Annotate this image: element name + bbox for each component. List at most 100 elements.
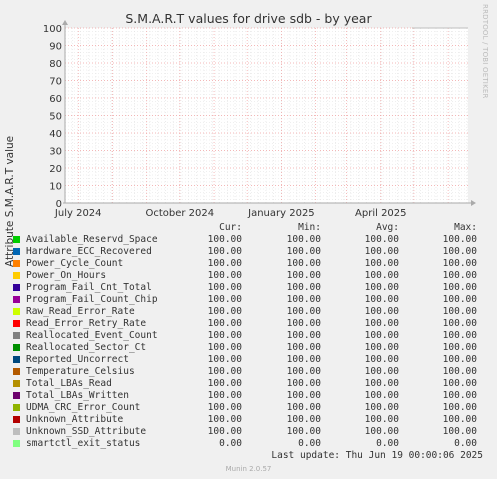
legend-swatch [13, 284, 20, 291]
legend-value-min: 0.00 [298, 438, 321, 449]
chart-plot-svg: 0 10 20 30 40 50 60 70 80 90 100 July 2024 October 2… [43, 20, 476, 219]
legend-value-min: 100.00 [286, 378, 321, 389]
legend-value-cur: 100.00 [207, 318, 242, 329]
y-axis-arrow [62, 20, 68, 25]
last-update-text: Last update: Thu Jun 19 00:00:06 2025 [271, 450, 483, 461]
legend-row: Unknown_Attribute 100.00 100.00 100.00 100.0… [0, 414, 497, 426]
legend-label: Program_Fail_Count_Chip [26, 294, 158, 305]
legend-value-avg: 100.00 [364, 294, 399, 305]
legend-label: Power_On_Hours [26, 270, 107, 281]
x-tick-label: October 2024 [145, 208, 214, 219]
y-tick-label: 10 [49, 182, 62, 193]
legend-value-max: 100.00 [442, 246, 477, 257]
y-tick-label: 90 [49, 42, 62, 53]
legend-label: Read_Error_Retry_Rate [26, 318, 147, 329]
legend-row: Temperature_Celsius 100.00 100.00 100.00 100… [0, 366, 497, 378]
legend-swatch [13, 404, 20, 411]
y-tick-label: 0 [56, 199, 62, 210]
legend-row: Total_LBAs_Written 100.00 100.00 100.00 100.… [0, 390, 497, 402]
legend-swatch [13, 236, 20, 243]
y-tick-label: 70 [49, 77, 62, 88]
y-tick-label: 20 [49, 164, 62, 175]
legend-value-max: 100.00 [442, 258, 477, 269]
legend-label: Reported_Uncorrect [26, 354, 129, 365]
legend-value-avg: 100.00 [364, 342, 399, 353]
legend-header-min: Min: [298, 222, 321, 233]
legend-value-min: 100.00 [286, 294, 321, 305]
legend-swatch [13, 320, 20, 327]
legend-value-avg: 100.00 [364, 366, 399, 377]
y-tick-label: 100 [43, 24, 62, 35]
legend-value-min: 100.00 [286, 366, 321, 377]
legend-label: Power_Cycle_Count [26, 258, 124, 269]
legend-label: Total_LBAs_Read [26, 378, 112, 389]
legend-row: Program_Fail_Cnt_Total 100.00 100.00 100.00… [0, 282, 497, 294]
legend-value-max: 100.00 [442, 378, 477, 389]
legend-row: Reallocated_Event_Count 100.00 100.00 100.0… [0, 330, 497, 342]
x-tick-label: July 2024 [54, 208, 102, 219]
legend-value-avg: 100.00 [364, 414, 399, 425]
legend-value-max: 0.00 [454, 438, 477, 449]
legend-value-cur: 100.00 [207, 414, 242, 425]
legend-value-cur: 100.00 [207, 330, 242, 341]
legend-row: Power_Cycle_Count 100.00 100.00 100.00 100.0… [0, 258, 497, 270]
legend-row: Program_Fail_Count_Chip 100.00 100.00 100.0… [0, 294, 497, 306]
legend-value-cur: 100.00 [207, 306, 242, 317]
legend-value-cur: 100.00 [207, 258, 242, 269]
legend-swatch [13, 248, 20, 255]
legend-swatch [13, 260, 20, 267]
legend-header-max: Max: [454, 222, 477, 233]
legend-swatch [13, 272, 20, 279]
legend-row: UDMA_CRC_Error_Count 100.00 100.00 100.00 10… [0, 402, 497, 414]
legend-label: Temperature_Celsius [26, 366, 135, 377]
legend-value-avg: 100.00 [364, 426, 399, 437]
y-tick-label: 50 [49, 112, 62, 123]
legend-row: Read_Error_Retry_Rate 100.00 100.00 100.00 1… [0, 318, 497, 330]
legend-value-min: 100.00 [286, 402, 321, 413]
legend-swatch [13, 332, 20, 339]
legend-value-max: 100.00 [442, 354, 477, 365]
legend-value-cur: 100.00 [207, 354, 242, 365]
legend-value-min: 100.00 [286, 330, 321, 341]
legend-label: Unknown_Attribute [26, 414, 124, 425]
chart-title: S.M.A.R.T values for drive sdb - by year [125, 11, 372, 26]
legend-value-max: 100.00 [442, 234, 477, 245]
legend-row: Reported_Uncorrect 100.00 100.00 100.00 100.… [0, 354, 497, 366]
x-tick-label: April 2025 [355, 208, 406, 219]
legend-value-avg: 100.00 [364, 354, 399, 365]
legend-value-min: 100.00 [286, 282, 321, 293]
legend-value-avg: 100.00 [364, 306, 399, 317]
y-tick-label: 40 [49, 129, 62, 140]
legend-value-cur: 0.00 [219, 438, 242, 449]
legend-value-max: 100.00 [442, 294, 477, 305]
legend-value-avg: 100.00 [364, 402, 399, 413]
legend-value-min: 100.00 [286, 426, 321, 437]
legend-label: Unknown_SSD_Attribute [26, 426, 147, 437]
legend-value-max: 100.00 [442, 414, 477, 425]
rrdtool-credit: RRDTOOL / TOBI OETIKER [481, 4, 489, 99]
legend-label: UDMA_CRC_Error_Count [26, 402, 141, 413]
legend-header-avg: Avg: [376, 222, 399, 233]
legend-swatch [13, 296, 20, 303]
legend-swatch [13, 344, 20, 351]
legend-swatch [13, 308, 20, 315]
legend-value-min: 100.00 [286, 270, 321, 281]
legend-row: Reallocated_Sector_Ct 100.00 100.00 100.00 1… [0, 342, 497, 354]
legend-value-cur: 100.00 [207, 246, 242, 257]
legend-value-min: 100.00 [286, 414, 321, 425]
legend-value-max: 100.00 [442, 402, 477, 413]
legend-value-avg: 100.00 [364, 390, 399, 401]
legend-value-max: 100.00 [442, 426, 477, 437]
legend-value-avg: 100.00 [364, 246, 399, 257]
legend-row: Unknown_SSD_Attribute 100.00 100.00 100.00 1… [0, 426, 497, 438]
legend-swatch [13, 380, 20, 387]
y-tick-label: 30 [49, 147, 62, 158]
legend-value-avg: 100.00 [364, 270, 399, 281]
legend-value-cur: 100.00 [207, 426, 242, 437]
legend-value-avg: 100.00 [364, 318, 399, 329]
legend-value-cur: 100.00 [207, 294, 242, 305]
legend-value-avg: 100.00 [364, 234, 399, 245]
legend-value-avg: 0.00 [376, 438, 399, 449]
legend-label: Hardware_ECC_Recovered [26, 246, 152, 257]
legend-value-max: 100.00 [442, 330, 477, 341]
